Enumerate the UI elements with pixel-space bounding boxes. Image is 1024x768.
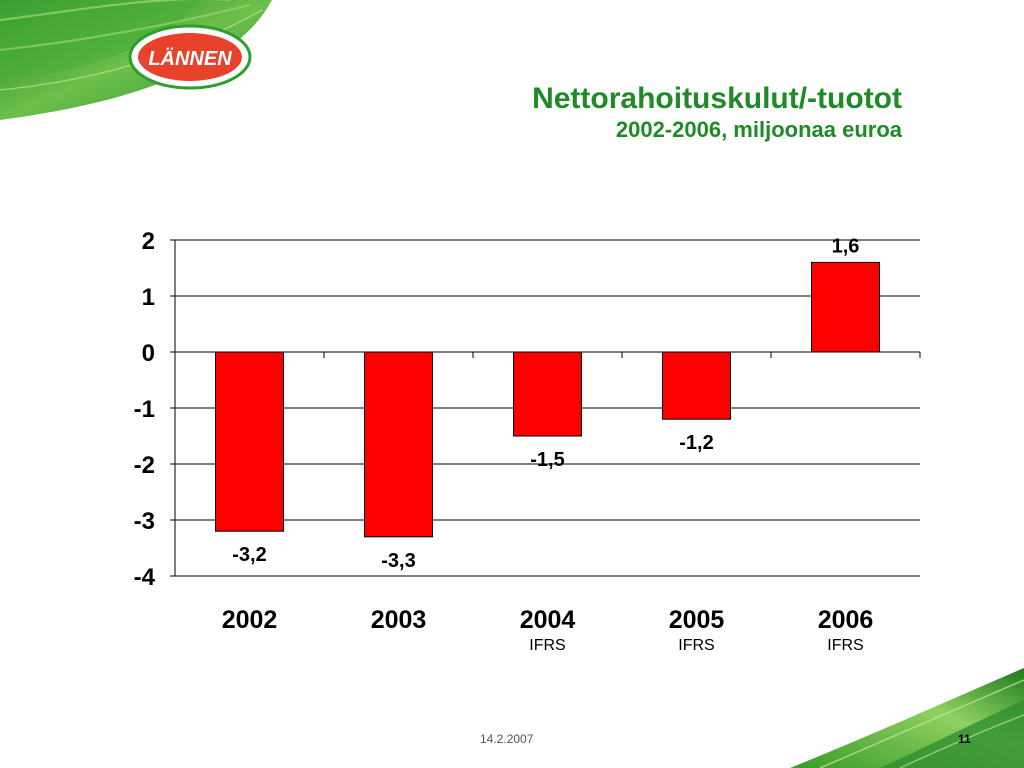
data-label: 1,6 (832, 235, 860, 257)
slide-subtitle: 2002-2006, miljoonaa euroa (615, 117, 902, 142)
slide-title: Nettorahoituskulut/-tuotot (532, 82, 902, 115)
lannen-logo: LÄNNEN (128, 24, 252, 90)
data-label: -3,3 (381, 550, 415, 572)
x-category-label: 2003 (371, 606, 427, 634)
footer-date: 14.2.2007 (480, 732, 534, 746)
x-category-label: 2002 (222, 606, 278, 634)
x-category-label: 2005 (669, 606, 725, 634)
bar-2006 (811, 261, 880, 353)
data-label: -1,5 (530, 449, 564, 471)
y-tick-label: -1 (134, 396, 155, 423)
x-category-label: 2006 (818, 606, 874, 634)
x-sublabel: IFRS (678, 637, 714, 654)
bar-2002 (215, 351, 284, 532)
x-category-label: 2004 (520, 606, 576, 634)
title-block: Nettorahoituskulut/-tuotot 2002-2006, mi… (532, 82, 902, 144)
x-sublabel: IFRS (529, 637, 565, 654)
bar-2003 (364, 351, 433, 538)
bar-2005 (662, 351, 731, 420)
y-tick-label: -2 (134, 452, 155, 479)
page-number: 11 (958, 732, 971, 746)
y-tick-label: 2 (142, 228, 155, 255)
x-sublabel: IFRS (827, 637, 863, 654)
data-label: -3,2 (232, 544, 266, 566)
y-tick-label: -3 (134, 508, 155, 535)
logo-text: LÄNNEN (148, 47, 232, 70)
y-tick-label: -4 (134, 564, 156, 591)
bar-2004 (513, 351, 582, 437)
data-label: -1,2 (679, 432, 713, 454)
bottom-right-leaves (790, 668, 1024, 768)
y-tick-label: 1 (142, 284, 155, 311)
y-tick-label: 0 (142, 340, 155, 367)
